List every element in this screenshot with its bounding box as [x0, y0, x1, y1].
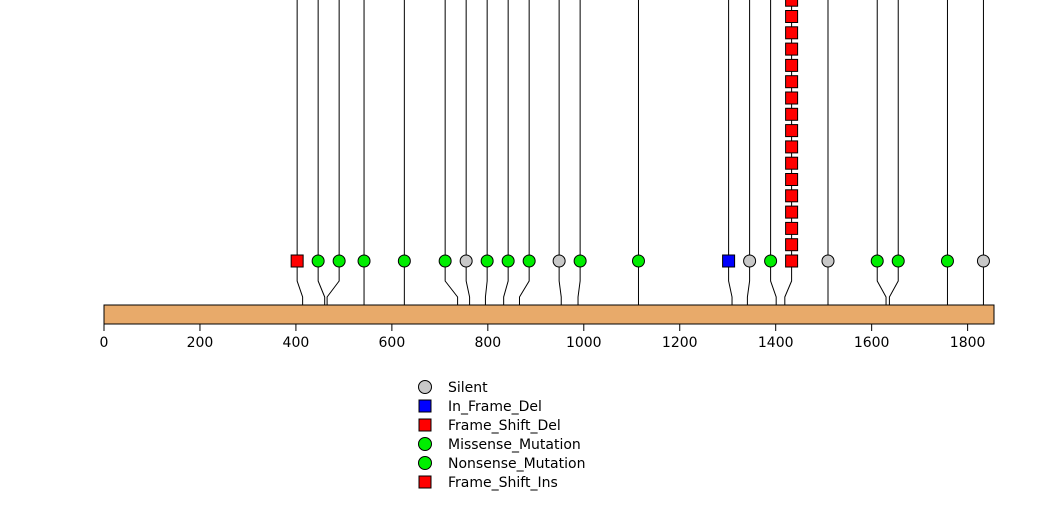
mutation-marker-missense [631, 254, 645, 268]
mutation-markers [290, 0, 990, 268]
mutation-marker-missense [870, 254, 884, 268]
mutation-marker-frame_shift_del [785, 254, 799, 268]
mutation-connector [770, 261, 777, 305]
mutation-marker-frame_shift_del [785, 0, 799, 7]
mutation-marker-frame_shift_del [785, 26, 799, 40]
x-tick-label: 800 [474, 335, 501, 351]
mutation-marker-missense [573, 254, 587, 268]
mutation-marker-frame_shift_del [785, 75, 799, 89]
x-tick-label: 1200 [662, 335, 698, 351]
legend-label-frame_shift_del: Frame_Shift_Del [448, 418, 561, 434]
mutation-connector [876, 261, 887, 305]
mutation-marker-frame_shift_del [785, 42, 799, 56]
legend-swatch-silent [418, 380, 432, 394]
legend-label-silent: Silent [448, 380, 488, 396]
x-tick-label: 1800 [950, 335, 986, 351]
mutation-marker-frame_shift_del [785, 156, 799, 170]
protein-bar [103, 304, 995, 325]
x-tick-label: 600 [379, 335, 406, 351]
mutation-marker-missense [480, 254, 494, 268]
legend-label-in_frame_del: In_Frame_Del [448, 399, 542, 415]
mutation-marker-silent [459, 254, 473, 268]
mutation-marker-frame_shift_del [785, 173, 799, 186]
mutation-marker-missense [891, 254, 905, 268]
x-tick-label: 1000 [566, 335, 602, 351]
lollipop-stems [296, 0, 984, 305]
mutation-marker-frame_shift_del [785, 221, 799, 235]
mutation-connector [465, 261, 471, 305]
mutation-connector [728, 261, 733, 305]
mutation-marker-silent [976, 254, 990, 268]
mutation-marker-missense [332, 254, 346, 268]
legend-label-frame_shift_ins: Frame_Shift_Ins [448, 475, 558, 491]
legend-swatch-missense [418, 437, 432, 451]
mutation-marker-frame_shift_del [290, 254, 304, 268]
legend-label-missense: Missense_Mutation [448, 437, 581, 453]
mutation-marker-frame_shift_del [785, 107, 799, 121]
mutation-marker-missense [438, 254, 452, 268]
x-tick-label: 1600 [854, 335, 890, 351]
mutation-marker-frame_shift_del [785, 91, 799, 105]
mutation-marker-silent [552, 254, 566, 268]
mutation-connector [326, 261, 340, 305]
mutation-connector [317, 261, 326, 305]
mutation-marker-missense [940, 254, 954, 268]
mutation-marker-frame_shift_del [785, 238, 799, 252]
legend-label-nonsense: Nonsense_Mutation [448, 456, 585, 472]
mutation-marker-frame_shift_del [785, 189, 799, 203]
mutation-marker-silent [743, 254, 757, 268]
legend-swatch-in_frame_del [418, 399, 432, 413]
mutation-connector [746, 261, 751, 305]
mutation-marker-missense [501, 254, 515, 268]
legend-swatch-frame_shift_ins [418, 475, 432, 489]
x-axis: 0 200 400 600 800 1000 1200 1400 1600 1800 [100, 323, 986, 351]
x-tick-label: 400 [283, 335, 310, 351]
mutation-connector [784, 261, 793, 305]
legend-swatch-frame_shift_del [418, 418, 432, 432]
mutation-marker-missense [397, 254, 411, 268]
mutation-connector [558, 261, 562, 305]
mutation-marker-frame_shift_del [785, 140, 799, 154]
mutation-marker-frame_shift_del [785, 58, 799, 72]
mutation-marker-frame_shift_del [785, 10, 799, 23]
mutation-connector [888, 261, 899, 305]
mutation-connector [296, 261, 304, 305]
legend-swatch-nonsense [418, 456, 432, 470]
mutation-connector [444, 261, 459, 305]
mutation-connector [577, 261, 581, 305]
mutation-marker-frame_shift_del [785, 124, 799, 138]
mutation-marker-missense [522, 254, 536, 268]
x-tick-label: 0 [100, 335, 109, 351]
mutation-marker-frame_shift_del [785, 205, 799, 219]
mutation-connector [518, 261, 530, 305]
x-tick-label: 200 [187, 335, 214, 351]
mutation-connector [503, 261, 509, 305]
mutation-marker-missense [357, 254, 371, 268]
mutation-marker-silent [821, 254, 835, 268]
mutation-marker-missense [311, 254, 325, 268]
mutation-marker-in_frame_del [722, 254, 736, 268]
legend: Silent In_Frame_Del Frame_Shift_Del Missens… [418, 380, 585, 491]
mutation-connector [484, 261, 488, 305]
x-tick-label: 1400 [758, 335, 794, 351]
mutation-marker-missense [764, 254, 778, 268]
